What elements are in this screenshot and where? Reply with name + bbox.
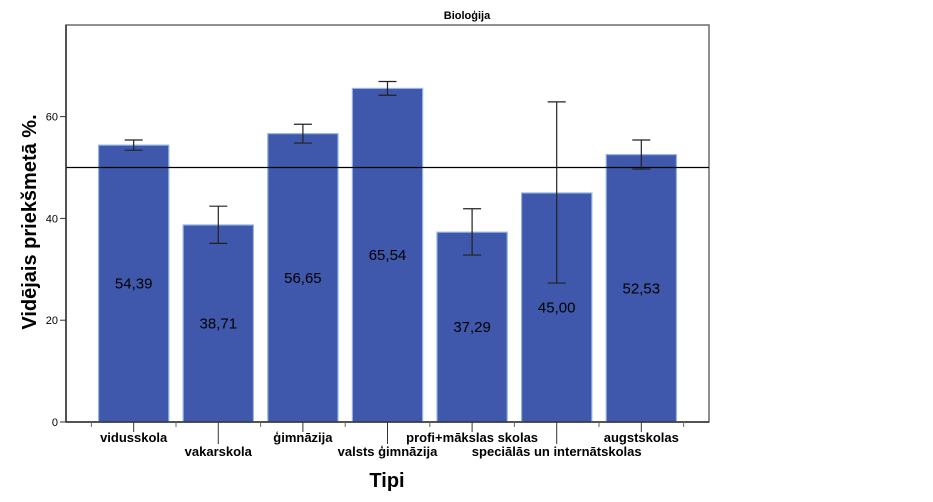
- value-label-2: 56,65: [284, 270, 322, 287]
- y-axis-title: Vidējais priekšmetā %.: [19, 114, 41, 329]
- y-tick-label-3: 60: [46, 112, 58, 124]
- value-label-3: 65,54: [369, 247, 407, 264]
- value-label-4: 37,29: [453, 319, 491, 336]
- y-tick-label-1: 20: [46, 315, 58, 327]
- chart-title: Bioloģija: [444, 9, 491, 22]
- y-tick-label-0: 0: [52, 417, 58, 429]
- bar-3: [351, 87, 424, 423]
- value-label-6: 52,53: [623, 280, 661, 297]
- x-tick-label-4: profi+mākslas skolas: [406, 430, 538, 445]
- bar-6: [605, 154, 678, 423]
- bar-0: [97, 144, 170, 423]
- bar-4: [436, 231, 508, 423]
- x-tick-label-1: vakarskola: [185, 444, 253, 459]
- x-tick-label-0: vidusskola: [100, 430, 168, 445]
- value-label-1: 38,71: [200, 315, 238, 332]
- x-axis-title: Tipi: [369, 470, 404, 492]
- x-tick-label-3: valsts ģimnāzija: [338, 444, 438, 459]
- x-tick-label-6: augstskolas: [604, 430, 679, 445]
- plot-area: 54,39 38,71 56,65 65,54 37,29 45,00 52,53 0 20 40…: [46, 24, 710, 459]
- x-tick-label-5: speciālās un internātskolas: [472, 444, 642, 459]
- x-tick-label-2: ģimnāzija: [273, 430, 333, 445]
- bar-2: [267, 133, 339, 423]
- y-tick-label-2: 40: [46, 213, 58, 225]
- value-label-5: 45,00: [538, 299, 576, 316]
- value-label-0: 54,39: [115, 276, 153, 293]
